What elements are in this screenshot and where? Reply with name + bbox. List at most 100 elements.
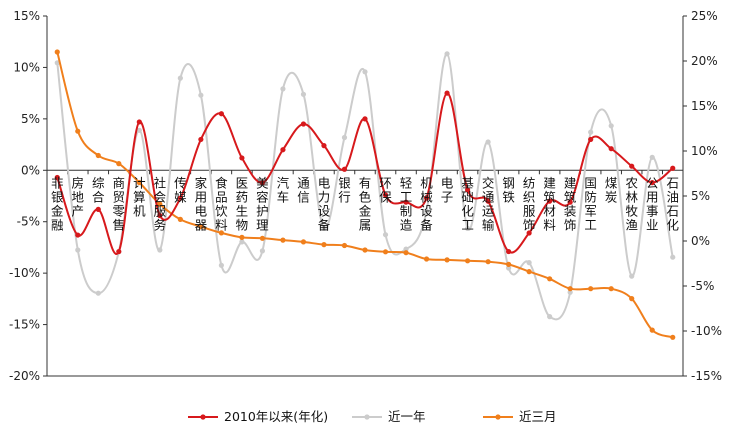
data-point bbox=[485, 139, 491, 145]
left-tick-label: 10% bbox=[13, 60, 40, 74]
data-point bbox=[75, 128, 81, 134]
data-point bbox=[157, 247, 163, 253]
category-labels: 非银金融房地产综合商贸零售计算机社会服务传媒家用电器食品饮料医药生物美容护理汽车… bbox=[51, 175, 679, 232]
data-point bbox=[239, 234, 245, 240]
data-point bbox=[444, 90, 450, 96]
data-point bbox=[403, 250, 409, 256]
data-point bbox=[54, 49, 60, 55]
series-1 bbox=[54, 51, 676, 321]
data-point bbox=[54, 174, 60, 181]
legend-swatch-marker bbox=[495, 414, 501, 420]
legend-label: 近一年 bbox=[388, 409, 426, 424]
data-point bbox=[485, 259, 491, 265]
data-point bbox=[444, 51, 450, 57]
legend-swatch-marker bbox=[200, 414, 206, 420]
data-point bbox=[300, 121, 307, 127]
data-point bbox=[588, 136, 594, 143]
data-point bbox=[464, 258, 471, 264]
category-label: 美容护理 bbox=[256, 175, 269, 232]
data-point bbox=[259, 235, 266, 241]
data-point bbox=[649, 180, 655, 186]
category-label: 建筑材料 bbox=[543, 175, 556, 232]
data-point bbox=[649, 154, 655, 160]
data-point bbox=[300, 91, 307, 97]
data-point bbox=[567, 286, 573, 292]
right-tick-label: 20% bbox=[691, 54, 718, 68]
data-point bbox=[629, 296, 635, 302]
left-tick-label: 0% bbox=[21, 163, 40, 177]
series-layer bbox=[54, 49, 676, 340]
right-tick-label: 25% bbox=[691, 9, 718, 23]
data-point bbox=[547, 314, 553, 320]
right-tick-label: 5% bbox=[691, 189, 710, 203]
left-tick-label: -10% bbox=[9, 266, 40, 280]
data-point bbox=[506, 265, 512, 271]
category-label: 机械设备 bbox=[420, 175, 433, 232]
data-point bbox=[280, 86, 286, 92]
data-point bbox=[506, 248, 512, 255]
data-point bbox=[321, 225, 327, 231]
data-point bbox=[362, 116, 368, 122]
data-point bbox=[649, 327, 655, 333]
data-point bbox=[116, 161, 122, 167]
data-point bbox=[382, 232, 389, 238]
data-point bbox=[95, 152, 101, 159]
category-label: 基础化工 bbox=[461, 175, 474, 232]
data-point bbox=[444, 257, 450, 263]
data-point bbox=[629, 273, 635, 279]
category-label: 计算机 bbox=[133, 175, 146, 218]
data-point bbox=[198, 224, 204, 230]
category-label: 建筑装饰 bbox=[564, 175, 577, 232]
data-point bbox=[526, 269, 532, 275]
data-point bbox=[157, 212, 163, 219]
data-point bbox=[547, 198, 553, 204]
legend: 2010年以来(年化) 近一年 近三月 bbox=[188, 409, 557, 424]
data-point bbox=[259, 248, 266, 254]
right-tick-label: 0% bbox=[691, 234, 710, 248]
right-tick-label: -5% bbox=[691, 279, 714, 293]
data-point bbox=[464, 225, 471, 231]
data-point bbox=[95, 290, 101, 296]
category-label: 交通运输 bbox=[482, 175, 495, 232]
data-point bbox=[280, 237, 286, 243]
data-point bbox=[382, 192, 389, 198]
data-point bbox=[526, 230, 532, 236]
data-point bbox=[670, 254, 676, 260]
category-label: 电力设备 bbox=[318, 175, 331, 232]
category-label: 公用事业 bbox=[646, 175, 659, 232]
legend-item: 近一年 bbox=[352, 409, 426, 424]
data-point bbox=[280, 147, 286, 153]
legend-swatch-marker bbox=[364, 414, 370, 420]
left-tick-label: -20% bbox=[9, 369, 40, 383]
data-point bbox=[608, 146, 614, 152]
data-point bbox=[608, 286, 614, 292]
category-label: 环保 bbox=[379, 175, 392, 204]
data-point bbox=[218, 111, 224, 117]
category-label: 国防军工 bbox=[584, 175, 597, 232]
data-point bbox=[403, 199, 409, 205]
data-point bbox=[423, 256, 430, 262]
data-point bbox=[464, 187, 471, 193]
category-label: 传媒 bbox=[174, 175, 187, 204]
category-label: 纺织服饰 bbox=[523, 175, 536, 232]
data-point bbox=[341, 242, 348, 249]
data-point bbox=[198, 136, 204, 143]
category-label: 煤炭 bbox=[605, 175, 618, 204]
category-label: 电子 bbox=[441, 175, 454, 204]
data-point bbox=[670, 334, 676, 340]
category-label: 家用电器 bbox=[195, 175, 208, 232]
data-point bbox=[95, 206, 101, 212]
category-label: 非银金融 bbox=[51, 175, 64, 232]
data-point bbox=[321, 242, 327, 248]
data-point bbox=[75, 247, 81, 253]
data-point bbox=[629, 163, 635, 169]
axes: 15% 10% 5% 0% -5% -10% -15% -20% 25% 20% 15% 10% 5% 0… bbox=[9, 9, 722, 383]
data-point bbox=[567, 289, 573, 295]
data-point bbox=[116, 248, 122, 255]
category-label: 商贸零售 bbox=[113, 175, 126, 232]
data-point bbox=[588, 286, 594, 292]
data-point bbox=[403, 246, 409, 252]
data-point bbox=[177, 75, 183, 81]
legend-label: 2010年以来(年化) bbox=[224, 409, 328, 424]
data-point bbox=[382, 249, 389, 255]
